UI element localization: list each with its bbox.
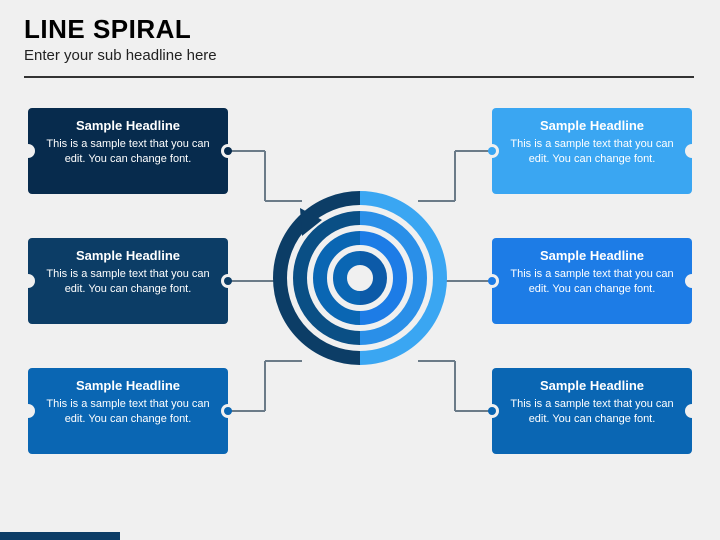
- page-title: LINE SPIRAL: [24, 14, 696, 45]
- diagram-stage: Sample Headline This is a sample text th…: [0, 78, 720, 518]
- footer-accent-bar: [0, 532, 120, 540]
- card-right-1: Sample Headline This is a sample text th…: [492, 108, 692, 194]
- card-title: Sample Headline: [42, 248, 214, 263]
- card-right-3: Sample Headline This is a sample text th…: [492, 368, 692, 454]
- card-title: Sample Headline: [42, 378, 214, 393]
- card-text: This is a sample text that you can edit.…: [42, 137, 214, 167]
- card-text: This is a sample text that you can edit.…: [42, 397, 214, 427]
- card-right-2: Sample Headline This is a sample text th…: [492, 238, 692, 324]
- card-text: This is a sample text that you can edit.…: [42, 267, 214, 297]
- card-text: This is a sample text that you can edit.…: [506, 137, 678, 167]
- header: LINE SPIRAL Enter your sub headline here: [0, 0, 720, 70]
- card-left-3: Sample Headline This is a sample text th…: [28, 368, 228, 454]
- card-title: Sample Headline: [42, 118, 214, 133]
- page-subtitle: Enter your sub headline here: [24, 47, 696, 64]
- card-text: This is a sample text that you can edit.…: [506, 397, 678, 427]
- card-title: Sample Headline: [506, 118, 678, 133]
- card-title: Sample Headline: [506, 248, 678, 263]
- card-text: This is a sample text that you can edit.…: [506, 267, 678, 297]
- card-left-2: Sample Headline This is a sample text th…: [28, 238, 228, 324]
- card-left-1: Sample Headline This is a sample text th…: [28, 108, 228, 194]
- spiral-icon: [270, 188, 450, 368]
- card-title: Sample Headline: [506, 378, 678, 393]
